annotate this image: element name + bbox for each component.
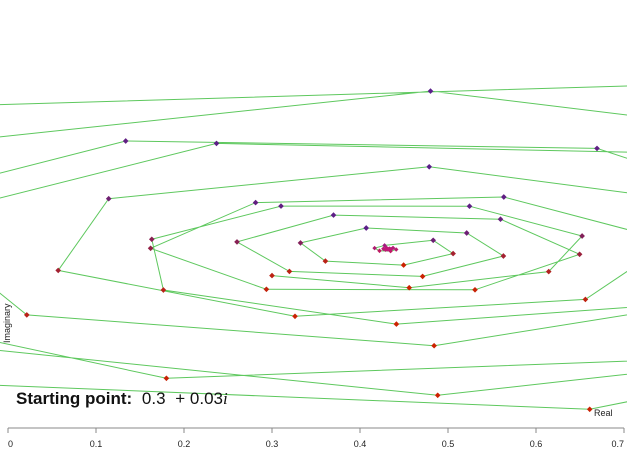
data-point — [263, 286, 270, 293]
data-point — [594, 145, 600, 152]
data-point — [431, 342, 437, 349]
data-point — [427, 88, 434, 94]
data-point — [586, 406, 593, 413]
data-point — [545, 268, 552, 275]
series-line — [0, 85, 627, 410]
data-point — [160, 287, 167, 293]
data-point — [292, 313, 298, 320]
data-point — [286, 268, 293, 275]
x-ticks: 0 0.1 0.2 0.3 0.4 0.5 0.6 0.7 — [7, 428, 625, 449]
data-point — [426, 163, 433, 170]
x-tick-label: 0.3 — [266, 439, 279, 449]
data-point — [419, 273, 426, 280]
data-point — [252, 199, 259, 206]
x-tick-label: 0.1 — [90, 439, 103, 449]
data-point — [500, 253, 507, 259]
spiral-layer — [0, 85, 627, 413]
data-point — [430, 237, 437, 244]
data-point — [393, 321, 400, 327]
x-tick-label: 0.5 — [442, 439, 455, 449]
data-point — [576, 251, 583, 258]
y-axis-title: Imaginary — [2, 303, 12, 343]
data-point — [406, 284, 413, 291]
x-tick-label: 0.2 — [178, 439, 191, 449]
data-point — [463, 230, 470, 236]
annotation-real: 0.3 — [142, 389, 166, 408]
data-point — [386, 246, 392, 252]
data-point — [278, 203, 284, 209]
data-point — [105, 195, 112, 202]
data-point — [472, 286, 478, 293]
data-point — [234, 239, 240, 245]
data-point — [148, 236, 155, 243]
x-tick-label: 0.6 — [530, 439, 543, 449]
data-point — [450, 250, 456, 257]
data-point — [147, 245, 154, 252]
data-point — [330, 212, 337, 218]
data-point — [579, 233, 585, 239]
annotation-label: Starting point: — [16, 389, 132, 408]
starting-point-annotation: Starting point: 0.3 + 0.03i — [16, 389, 228, 408]
x-tick-label: 0 — [8, 439, 13, 449]
data-point — [23, 312, 30, 318]
x-tick-label: 0.7 — [611, 439, 624, 449]
x-tick-label: 0.4 — [354, 439, 367, 449]
data-point — [497, 216, 504, 223]
data-point — [163, 375, 170, 382]
data-point — [269, 272, 275, 279]
data-point — [122, 138, 129, 144]
data-point — [372, 245, 377, 251]
data-point — [582, 296, 589, 303]
data-point — [400, 262, 407, 268]
data-point — [377, 248, 382, 254]
data-point — [213, 140, 220, 147]
x-axis-title: Real — [594, 408, 613, 418]
data-point — [434, 392, 441, 399]
data-point — [322, 258, 329, 264]
data-point — [500, 194, 507, 200]
annotation-imag: + 0.03 — [175, 389, 223, 408]
data-point — [466, 203, 473, 210]
data-point — [363, 225, 370, 231]
annotation-imag-unit: i — [223, 389, 228, 408]
data-point — [297, 240, 304, 246]
